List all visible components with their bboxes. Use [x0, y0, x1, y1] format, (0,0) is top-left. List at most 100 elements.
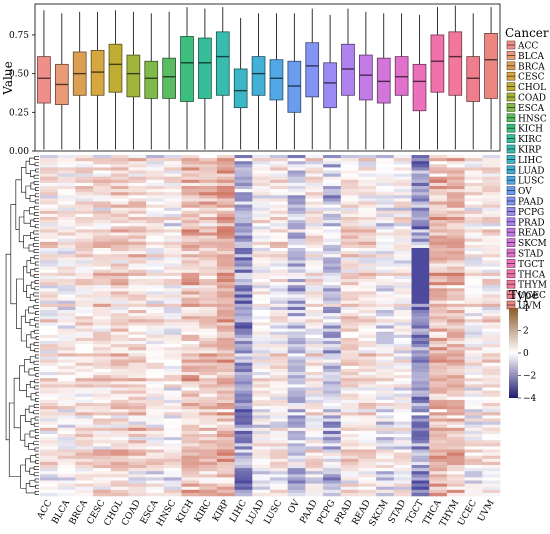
heatmap-cell: [411, 362, 430, 367]
heatmap-cell: [287, 334, 306, 339]
heatmap-cell: [446, 399, 465, 404]
heatmap-cell: [57, 179, 76, 184]
heatmap-cell: [393, 285, 412, 289]
heatmap-cell: [287, 282, 306, 286]
heatmap-cell: [181, 198, 200, 202]
heatmap-cell: [270, 266, 288, 270]
heatmap-cell: [128, 489, 147, 494]
heatmap-cell: [446, 198, 465, 202]
heatmap-cell: [110, 300, 129, 305]
heatmap-cell: [376, 365, 395, 370]
heatmap-cell: [482, 263, 501, 267]
heatmap-cell: [57, 430, 76, 435]
dendrogram-branch: [30, 393, 36, 401]
heatmap-cell: [128, 223, 147, 227]
heatmap-cell: [128, 437, 147, 441]
dendrogram-branch: [35, 373, 39, 377]
heatmap-cell: [287, 331, 306, 336]
heatmap-cell: [393, 458, 412, 463]
heatmap-cell: [252, 483, 271, 487]
heatmap-cell: [393, 331, 412, 336]
box-body: [394, 56, 409, 96]
heatmap-cell: [358, 223, 377, 227]
heatmap-cell: [163, 424, 182, 429]
heatmap-cell: [75, 328, 94, 332]
heatmap-cell: [75, 421, 94, 425]
heatmap-cell: [482, 325, 501, 329]
heatmap-cell: [146, 406, 165, 410]
heatmap-cell: [93, 341, 112, 345]
heatmap-cell: [75, 204, 94, 208]
heatmap-cell: [163, 297, 182, 301]
heatmap-cell: [163, 437, 182, 441]
heatmap-cell: [216, 282, 235, 286]
heatmap-cell: [482, 362, 501, 367]
heatmap-cell: [305, 412, 324, 416]
heatmap-cell: [446, 251, 465, 255]
heatmap-cell: [93, 179, 112, 184]
heatmap-cell: [181, 465, 200, 469]
dendrogram-branch: [34, 385, 39, 390]
heatmap-cell: [358, 443, 377, 447]
heatmap-cell: [482, 446, 501, 450]
heatmap-cell: [464, 421, 483, 425]
heatmap-cell: [252, 368, 271, 373]
heatmap-cell: [234, 486, 253, 491]
heatmap-cell: [429, 406, 448, 410]
heatmap-cell: [287, 399, 306, 404]
heatmap-cell: [110, 179, 129, 184]
heatmap-cell: [181, 207, 200, 212]
heatmap-cell: [128, 192, 147, 196]
box-uvm: [484, 7, 498, 150]
heatmap-cell: [75, 288, 94, 292]
legend-item-lusc: LUSC: [506, 175, 544, 187]
heatmap-cell: [270, 418, 288, 422]
heatmap-cell: [110, 359, 129, 363]
heatmap-cell: [128, 325, 147, 329]
heatmap-cell: [323, 378, 342, 382]
heatmap-cell: [40, 483, 58, 487]
heatmap-cell: [163, 337, 182, 342]
heatmap-cell: [376, 341, 395, 345]
heatmap-cell: [75, 434, 94, 438]
heatmap-cell: [75, 474, 94, 478]
heatmap-cell: [323, 353, 342, 357]
heatmap-cell: [216, 434, 235, 438]
heatmap-cell: [270, 486, 288, 491]
heatmap-cell: [75, 238, 94, 243]
heatmap-cell: [252, 220, 271, 224]
heatmap-cell: [358, 465, 377, 469]
heatmap-cell: [252, 257, 271, 261]
heatmap-cell: [340, 235, 359, 239]
heatmap-cell: [287, 458, 306, 463]
heatmap-cell: [234, 198, 253, 202]
heatmap-cell: [323, 279, 342, 283]
heatmap-cell: [110, 244, 129, 249]
heatmap-cell: [482, 390, 501, 394]
heatmap-cell: [429, 207, 448, 212]
heatmap-cell: [305, 201, 324, 205]
heatmap-cell: [40, 272, 58, 277]
heatmap-cell: [340, 207, 359, 212]
heatmap-cell: [464, 198, 483, 202]
heatmap-cell: [234, 306, 253, 311]
heatmap-cell: [411, 179, 430, 184]
heatmap-cell: [146, 328, 165, 332]
heatmap-cell: [163, 155, 182, 159]
heatmap-cell: [376, 291, 395, 295]
heatmap-cell: [393, 455, 412, 460]
legend-label: READ: [518, 229, 545, 239]
dendrogram-branch: [33, 422, 39, 427]
heatmap-cell: [181, 480, 200, 484]
heatmap-cell: [146, 489, 165, 494]
heatmap-cell: [57, 393, 76, 398]
heatmap-cell: [446, 390, 465, 394]
heatmap-cell: [393, 465, 412, 469]
heatmap-cell: [287, 471, 306, 475]
legend-item-thym: THYM: [506, 279, 547, 291]
heatmap-cell: [305, 368, 324, 373]
heatmap-cell: [216, 176, 235, 181]
heatmap-cell: [411, 204, 430, 208]
heatmap-cell: [446, 155, 465, 159]
heatmap-cell: [216, 272, 235, 277]
